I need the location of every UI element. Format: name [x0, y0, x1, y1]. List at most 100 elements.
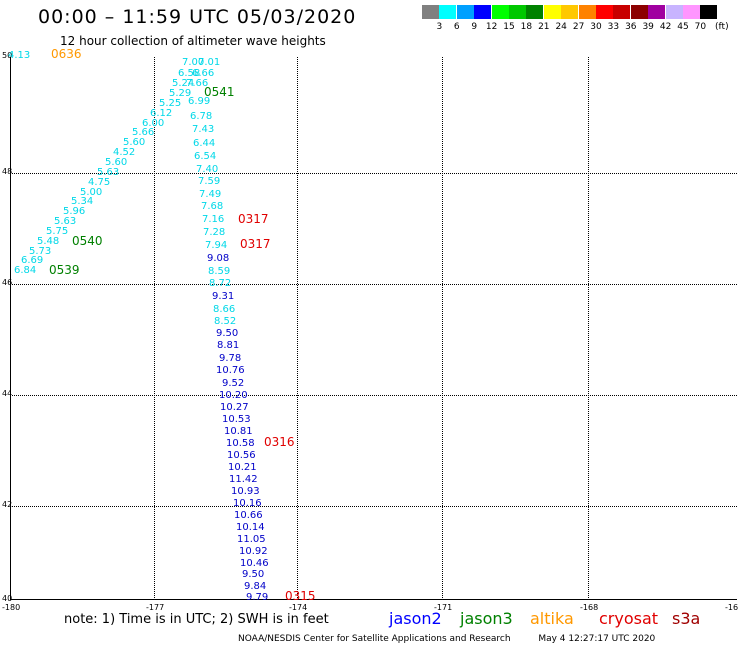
wave-height-value: 6.99	[188, 96, 211, 107]
wave-height-value: 9.08	[207, 253, 230, 264]
legend-item-altika: altika	[530, 609, 574, 628]
wave-height-value: 8.52	[214, 316, 237, 327]
grid-line-lon	[297, 57, 298, 600]
colorbar-swatch	[543, 5, 561, 19]
grid-line-lon	[442, 57, 443, 600]
wave-height-value: 5.73	[29, 246, 52, 257]
page-title: 00:00 – 11:59 UTC 05/03/2020	[38, 6, 357, 28]
pass-time-label: 0540	[72, 234, 103, 248]
wave-height-value: 7.01	[198, 57, 221, 68]
colorbar-swatch	[422, 5, 439, 19]
wave-height-value: 9.50	[216, 328, 239, 339]
wave-height-value: 5.25	[159, 98, 182, 109]
colorbar-swatch	[474, 5, 492, 19]
wave-height-value: 9.84	[244, 581, 267, 592]
wave-height-value: 7.00	[182, 57, 205, 68]
grid-line-lat	[10, 173, 737, 174]
legend-item-s3a: s3a	[672, 609, 701, 628]
lat-tick-label: 40	[2, 594, 13, 603]
wave-height-value: 8.59	[208, 266, 231, 277]
wave-height-value: 5.24	[172, 78, 195, 89]
wave-height-value: 7.68	[201, 201, 224, 212]
wave-height-value: 10.21	[228, 462, 257, 473]
wave-height-value: 5.63	[97, 167, 120, 178]
lat-tick-label: 46	[2, 278, 13, 287]
colorbar-label: 33	[607, 22, 620, 32]
wave-height-value: 5.60	[123, 137, 146, 148]
map-frame	[10, 57, 737, 600]
grid-line-lat	[10, 395, 737, 396]
wave-height-value: 5.96	[63, 206, 86, 217]
colorbar-swatch	[596, 5, 613, 19]
credit-text: NOAA/NESDIS Center for Satellite Applica…	[238, 634, 511, 644]
page-subtitle: 12 hour collection of altimeter wave hei…	[60, 34, 326, 48]
colorbar-swatch	[491, 5, 509, 19]
pass-time-label: 0315	[285, 589, 316, 603]
legend-item-jason3: jason3	[460, 609, 513, 628]
wave-height-value: 4.52	[113, 147, 136, 158]
colorbar-swatch	[648, 5, 666, 19]
wave-height-value: 6.00	[142, 118, 165, 129]
wave-height-value: 7.28	[203, 227, 226, 238]
wave-height-value: 7.40	[196, 164, 219, 175]
legend-item-cryosat: cryosat	[599, 609, 659, 628]
lon-tick-label: -174	[289, 603, 308, 612]
lat-tick-label: 42	[2, 500, 13, 509]
colorbar-label: 42	[659, 22, 672, 32]
colorbar-label: 36	[625, 22, 637, 32]
wave-height-value: 5.34	[71, 196, 94, 207]
timestamp-text: May 4 12:27:17 UTC 2020	[538, 634, 656, 644]
grid-line-lon	[588, 57, 589, 600]
colorbar-label: 45	[677, 22, 689, 32]
wave-height-value: 6.54	[194, 151, 217, 162]
wave-height-value: 10.14	[236, 522, 265, 533]
lon-tick-label: -177	[146, 603, 165, 612]
colorbar-label: 12	[485, 22, 498, 32]
colorbar-swatch	[526, 5, 544, 19]
pass-time-label: 0317	[240, 237, 271, 251]
lat-tick-label: 50	[2, 51, 13, 60]
pass-time-label: 0636	[51, 47, 82, 61]
legend-item-jason2: jason2	[389, 609, 442, 628]
pass-time-label: 0539	[49, 263, 80, 277]
wave-height-value: 9.31	[212, 291, 235, 302]
colorbar-label: 6	[453, 22, 460, 32]
wave-height-value: 4.75	[88, 177, 111, 188]
wave-height-value: 7.66	[186, 78, 209, 89]
colorbar-label: 70	[694, 22, 707, 32]
wave-height-value: 6.84	[14, 265, 37, 276]
colorbar-swatch	[665, 5, 683, 19]
wave-height-value: 4.13	[8, 50, 31, 61]
wave-height-value: 5.29	[169, 88, 192, 99]
grid-line-lon	[154, 57, 155, 600]
lon-tick-label: -180	[2, 603, 21, 612]
lon-tick-label: -168	[580, 603, 599, 612]
wave-height-value: 6.69	[21, 255, 44, 266]
wave-height-value: 7.94	[205, 240, 228, 251]
wave-height-value: 5.48	[37, 236, 60, 247]
pass-time-label: 0316	[264, 435, 295, 449]
colorbar-label: 39	[642, 22, 654, 32]
colorbar-swatch	[578, 5, 596, 19]
wave-height-value: 7.49	[199, 189, 222, 200]
colorbar-swatch	[456, 5, 474, 19]
wave-height-value: 10.76	[216, 365, 245, 376]
wave-height-value: 6.66	[192, 68, 215, 79]
colorbar-swatch	[509, 5, 526, 19]
wave-height-value: 10.46	[240, 558, 269, 569]
wave-height-value: 9.79	[246, 592, 269, 603]
map-plot-area	[10, 57, 737, 600]
wave-height-value: 6.58	[178, 68, 201, 79]
wave-height-value: 6.78	[190, 111, 213, 122]
wave-height-value: 5.00	[80, 187, 103, 198]
wave-height-value: 9.52	[222, 378, 245, 389]
colorbar-label: 15	[503, 22, 515, 32]
lat-tick-label: 48	[2, 167, 13, 176]
colorbar-label: 27	[572, 22, 585, 32]
wave-height-value: 9.50	[242, 569, 265, 580]
wave-height-value: 8.81	[217, 340, 240, 351]
wave-height-value: 9.78	[219, 353, 242, 364]
lat-tick-label: 44	[2, 389, 13, 398]
wave-height-value: 8.72	[209, 278, 232, 289]
pass-time-label: 0317	[238, 212, 269, 226]
